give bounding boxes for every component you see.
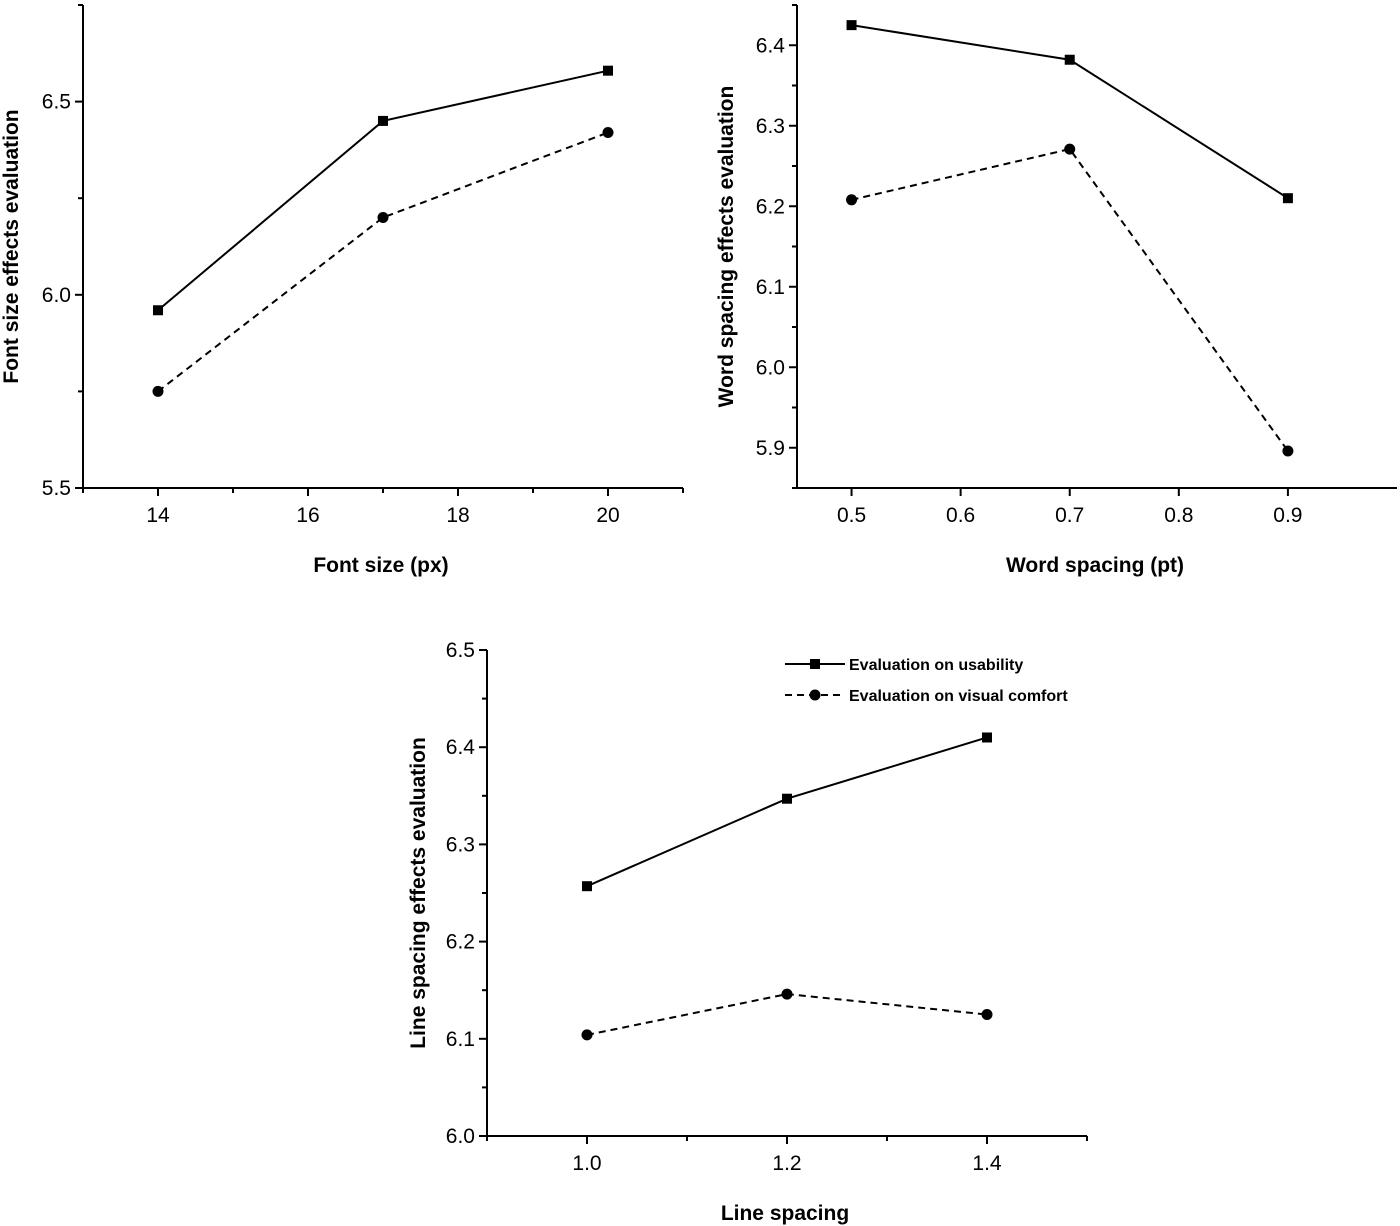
y-tick-label: 6.3 bbox=[756, 115, 785, 138]
data-point bbox=[378, 115, 388, 126]
data-point bbox=[602, 127, 614, 139]
x-tick-label: 18 bbox=[446, 504, 469, 527]
y-tick-label: 6.0 bbox=[42, 284, 71, 307]
data-point bbox=[582, 881, 592, 892]
y-tick-label: 6.4 bbox=[756, 34, 786, 57]
data-point bbox=[603, 65, 613, 76]
series-line-2 bbox=[586, 993, 988, 1036]
y-tick-label: 6.1 bbox=[446, 1028, 475, 1051]
chart-3: 1.0 1.2 1.4 6.0 6.1 6.2 6.3 6.4 6.5 Line spacing L… bbox=[407, 639, 1088, 1225]
chart-1: 14 16 18 20 5.5 6.0 6.5 Font size (px) Font size… bbox=[0, 4, 684, 577]
x-tick-label: 0.6 bbox=[946, 504, 975, 527]
y-tick-label: 5.9 bbox=[756, 437, 785, 460]
y-tick-label: 6.4 bbox=[446, 736, 476, 759]
series-line-2 bbox=[157, 131, 609, 393]
data-point bbox=[982, 732, 992, 743]
data-point bbox=[981, 1009, 993, 1020]
legend-label: Evaluation on usability bbox=[849, 657, 1023, 674]
y-tick-label: 6.2 bbox=[446, 931, 475, 954]
y-tick-label: 6.0 bbox=[756, 356, 785, 379]
data-point bbox=[846, 194, 858, 206]
series-line-1 bbox=[851, 24, 1289, 200]
legend-marker bbox=[810, 659, 820, 669]
series-line-1 bbox=[157, 69, 609, 312]
legend-marker bbox=[809, 689, 821, 701]
y-tick-label: 6.5 bbox=[446, 639, 475, 662]
x-tick-label: 16 bbox=[296, 504, 319, 527]
y-tick-label: 6.5 bbox=[42, 91, 71, 114]
x-tick-label: 1.0 bbox=[572, 1152, 601, 1175]
y-tick-label: 6.1 bbox=[756, 276, 785, 299]
y-axis-title: Font size effects evaluation bbox=[0, 109, 23, 383]
series-line-2 bbox=[851, 147, 1289, 452]
legend-label: Evaluation on visual comfort bbox=[849, 688, 1068, 705]
x-tick-label: 1.2 bbox=[772, 1152, 801, 1175]
x-tick-label: 0.5 bbox=[837, 504, 866, 527]
data-point bbox=[1064, 54, 1075, 65]
x-tick-label: 0.7 bbox=[1055, 504, 1084, 527]
series-line-1 bbox=[586, 736, 988, 888]
x-tick-label: 20 bbox=[596, 504, 619, 527]
x-tick-label: 14 bbox=[146, 504, 170, 527]
x-axis-title: Line spacing bbox=[721, 1202, 849, 1225]
y-tick-label: 6.3 bbox=[446, 833, 475, 856]
x-axis-title: Font size (px) bbox=[313, 554, 448, 577]
x-tick-label: 0.9 bbox=[1273, 504, 1302, 527]
data-point bbox=[152, 385, 164, 397]
y-tick-label: 6.0 bbox=[446, 1125, 475, 1148]
data-point bbox=[781, 988, 793, 1000]
data-point bbox=[1282, 193, 1293, 204]
chart-2: 0.5 0.6 0.7 0.8 0.9 5.9 6.0 6.1 6.2 6.3 6.4 Word sp… bbox=[715, 4, 1397, 577]
y-axis-title: Word spacing effects evaluation bbox=[715, 86, 738, 408]
x-tick-label: 1.4 bbox=[972, 1152, 1002, 1175]
x-axis-title: Word spacing (pt) bbox=[1006, 554, 1184, 577]
y-tick-label: 6.2 bbox=[756, 195, 785, 218]
x-tick-label: 0.8 bbox=[1164, 504, 1193, 527]
data-point bbox=[377, 212, 389, 224]
data-point bbox=[1064, 143, 1076, 155]
data-point bbox=[153, 305, 163, 316]
data-point bbox=[846, 20, 857, 31]
data-point bbox=[782, 793, 792, 804]
data-point bbox=[581, 1029, 593, 1041]
y-axis-title: Line spacing effects evaluation bbox=[407, 737, 430, 1049]
data-point bbox=[1282, 445, 1294, 457]
y-tick-label: 5.5 bbox=[42, 477, 71, 500]
